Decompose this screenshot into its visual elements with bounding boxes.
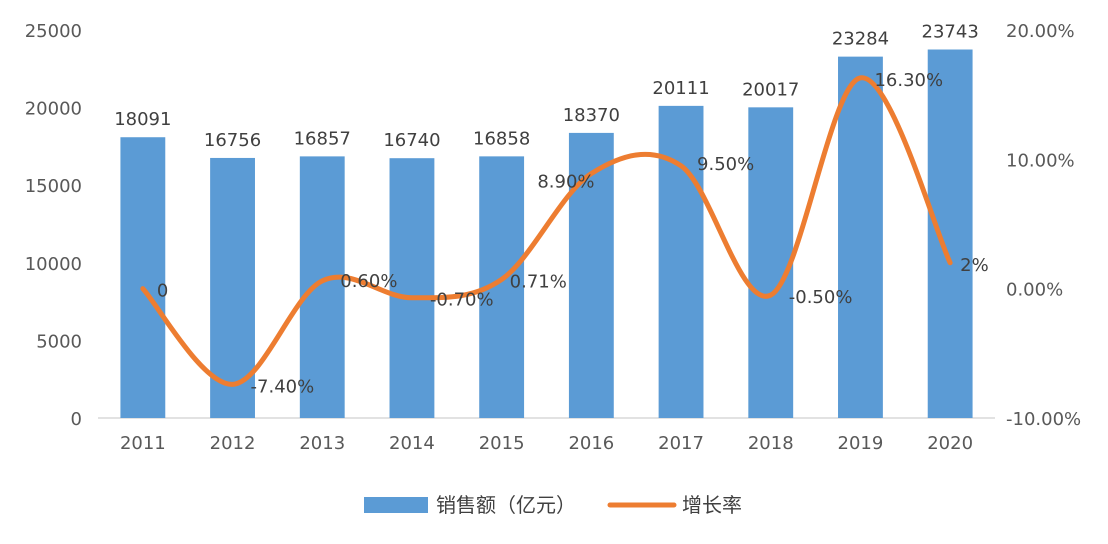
sales-bar-label: 23284 bbox=[832, 29, 889, 50]
y-right-tick-label: 10.00% bbox=[1006, 150, 1075, 171]
y-right-tick-label: 20.00% bbox=[1006, 21, 1075, 42]
growth-rate-label: -7.40% bbox=[251, 376, 315, 397]
sales-bar bbox=[568, 132, 614, 419]
growth-rate-label: 0.71% bbox=[510, 271, 567, 292]
sales-bar-label: 16756 bbox=[204, 130, 261, 151]
sales-bar bbox=[748, 107, 794, 419]
bars-layer bbox=[120, 49, 973, 419]
sales-bar bbox=[299, 156, 345, 418]
sales-bar bbox=[838, 56, 883, 418]
growth-rate-line bbox=[140, 75, 953, 387]
data-labels-layer: 18091 16756 16857 16740 16858 18370 20111 20017… bbox=[114, 22, 988, 398]
sales-bar-label: 23743 bbox=[922, 22, 979, 43]
y-right-tick-label: 0.00% bbox=[1006, 280, 1063, 301]
growth-line-layer bbox=[140, 75, 953, 387]
sales-bar-label: 16740 bbox=[383, 130, 440, 151]
sales-bar-label: 20017 bbox=[742, 79, 799, 100]
x-tick-label: 2012 bbox=[210, 433, 256, 454]
sales-bar-label: 16858 bbox=[473, 128, 530, 149]
sales-bar-label: 18091 bbox=[114, 109, 171, 130]
x-tick-label: 2014 bbox=[389, 433, 435, 454]
x-tick-label: 2011 bbox=[120, 433, 166, 454]
legend-bar-label: 销售额（亿元） bbox=[436, 493, 576, 517]
axes-layer: 0 5000 10000 15000 20000 25000 -10.00% 0.00% 10.… bbox=[25, 21, 1081, 454]
y-left-tick-label: 15000 bbox=[25, 176, 82, 197]
x-tick-label: 2013 bbox=[299, 433, 345, 454]
x-tick-label: 2020 bbox=[927, 433, 973, 454]
y-left-tick-label: 20000 bbox=[25, 99, 82, 120]
growth-rate-label: 0.60% bbox=[340, 271, 397, 292]
legend-bar-swatch bbox=[364, 497, 428, 513]
y-left-tick-label: 10000 bbox=[25, 254, 82, 275]
legend-line-label: 增长率 bbox=[682, 493, 742, 517]
x-tick-label: 2015 bbox=[479, 433, 525, 454]
y-left-tick-label: 5000 bbox=[36, 331, 82, 352]
x-tick-label: 2019 bbox=[838, 433, 884, 454]
sales-bar-label: 20111 bbox=[652, 78, 709, 99]
growth-rate-label: 8.90% bbox=[537, 172, 594, 193]
growth-rate-label: 2% bbox=[960, 255, 989, 276]
growth-rate-label: 16.30% bbox=[874, 70, 943, 91]
sales-bar bbox=[120, 137, 166, 419]
growth-rate-label: 9.50% bbox=[697, 154, 754, 175]
legend: 销售额（亿元） 增长率 bbox=[364, 493, 742, 517]
y-left-tick-label: 0 bbox=[71, 409, 82, 430]
y-left-tick-label: 25000 bbox=[25, 21, 82, 42]
x-tick-label: 2016 bbox=[568, 433, 614, 454]
growth-rate-label: 0 bbox=[157, 281, 168, 302]
growth-rate-label: -0.70% bbox=[430, 290, 494, 311]
growth-rate-label: -0.50% bbox=[789, 287, 853, 308]
sales-bar-label: 16857 bbox=[294, 128, 351, 149]
sales-bar bbox=[658, 105, 704, 418]
x-tick-label: 2018 bbox=[748, 433, 794, 454]
sales-bar bbox=[927, 49, 973, 419]
y-right-tick-label: -10.00% bbox=[1006, 409, 1081, 430]
sales-bar-label: 18370 bbox=[563, 105, 620, 126]
x-tick-label: 2017 bbox=[658, 433, 704, 454]
sales-bar bbox=[389, 158, 435, 419]
